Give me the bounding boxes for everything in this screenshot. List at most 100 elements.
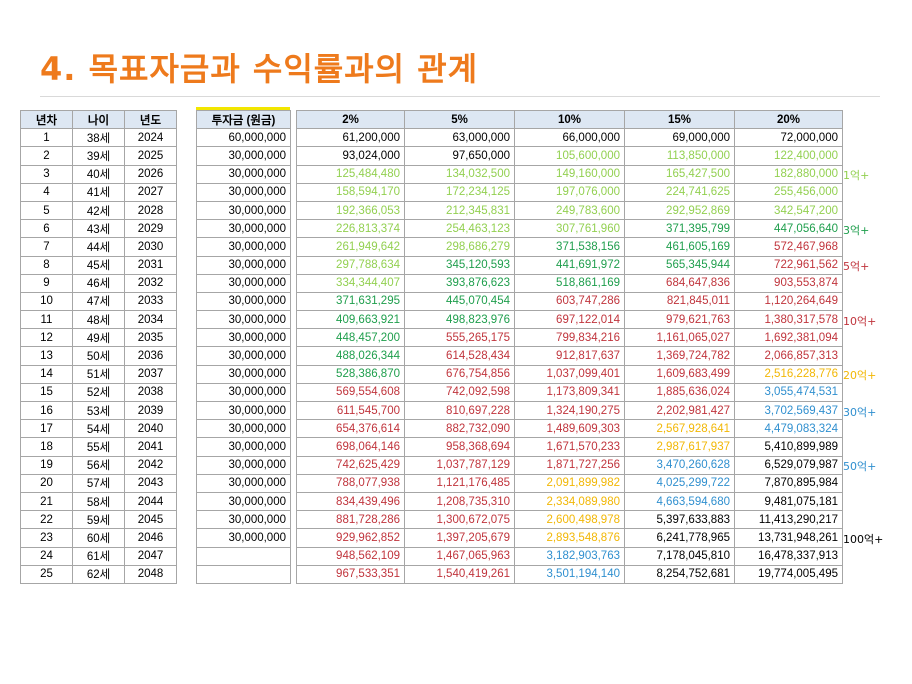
return-cell: 192,366,053 [296,200,405,221]
year-cell: 39세 [72,146,125,166]
return-cell: 569,554,608 [296,382,405,403]
table-row: 742,625,429 1,037,787,129 1,871,727,256 3,4… [296,455,843,475]
invest-cell: 30,000,000 [196,400,291,421]
year-cell: 42세 [72,200,125,221]
return-cell: 1,037,099,401 [514,364,625,384]
table-row: 30,000,000 [196,291,291,312]
year-cell: 55세 [72,437,125,457]
invest-cell: 30,000,000 [196,291,291,312]
return-cell: 1,397,205,679 [404,528,515,548]
return-cell: 445,070,454 [404,291,515,312]
return-cell: 903,553,874 [734,273,843,293]
return-cell: 2,600,498,978 [514,510,625,530]
table-row: 528,386,870 676,754,856 1,037,099,401 1,609… [296,364,843,384]
return-cell: 447,056,640 [734,219,843,239]
return-cell: 11,413,290,217 [734,510,843,530]
return-cell: 698,064,146 [296,437,405,457]
table-row [196,564,291,584]
table-row: 788,077,938 1,121,176,485 2,091,899,982 4,0… [296,473,843,493]
invest-table-body: 60,000,000 30,000,000 30,000,000 30,000,000… [196,128,291,584]
invest-cell: 30,000,000 [196,182,291,202]
year-cell: 5 [20,200,73,221]
return-cell: 555,265,175 [404,328,515,348]
return-cell: 1,871,727,256 [514,455,625,475]
table-row: 30,000,000 [196,364,291,384]
milestone-note: 3억+ [843,223,870,237]
return-cell: 1,692,381,094 [734,328,843,348]
table-row: 25 62세 2048 [20,564,177,584]
return-cell: 97,650,000 [404,146,515,166]
return-cell: 165,427,500 [624,164,735,184]
year-table-body: 1 38세 2024 2 39세 2025 3 40세 2026 4 41세 2027 5 42세 2028… [20,128,177,584]
table-row: 17 54세 2040 [20,419,177,439]
table-row: 6 43세 2029 [20,219,177,239]
return-cell: 1,489,609,303 [514,419,625,439]
table-row: 61,200,000 63,000,000 66,000,000 69,000,000… [296,128,843,148]
year-cell: 57세 [72,473,125,493]
table-row: 1 38세 2024 [20,128,177,148]
return-cell: 3,182,903,763 [514,546,625,566]
table-row: 569,554,608 742,092,598 1,173,809,341 1,885… [296,382,843,403]
return-cell: 611,545,700 [296,400,405,421]
table-row: 192,366,053 212,345,831 249,783,600 292,952… [296,200,843,221]
return-cell: 307,761,960 [514,219,625,239]
table-row: 2 39세 2025 [20,146,177,166]
table-row: 9 46세 2032 [20,273,177,293]
invest-cell [196,564,291,584]
table-row: 30,000,000 [196,473,291,493]
table-row: 16 53세 2039 [20,400,177,421]
return-cell: 172,234,125 [404,182,515,202]
year-header-cell: 년차 [20,109,73,130]
table-row: 30,000,000 [196,400,291,421]
return-cell: 1,300,672,075 [404,510,515,530]
return-cell: 5,410,899,989 [734,437,843,457]
table-row: 18 55세 2041 [20,437,177,457]
return-cell: 1,540,419,261 [404,564,515,584]
year-cell: 40세 [72,164,125,184]
year-table: 년차 나이 년도 1 38세 2024 2 39세 2025 3 40세 2026 4 41세 2027 5… [20,109,177,584]
invest-cell: 30,000,000 [196,164,291,184]
return-cell: 742,625,429 [296,455,405,475]
year-cell: 2024 [124,128,177,148]
year-cell: 2 [20,146,73,166]
table-row: 834,439,496 1,208,735,310 2,334,089,980 4,6… [296,491,843,512]
return-cell: 254,463,123 [404,219,515,239]
year-cell: 62세 [72,564,125,584]
return-cell: 488,026,344 [296,346,405,366]
return-cell: 2,893,548,876 [514,528,625,548]
year-cell: 2038 [124,382,177,403]
table-row: 30,000,000 [196,382,291,403]
table-row: 158,594,170 172,234,125 197,076,000 224,741… [296,182,843,202]
return-cell: 881,728,286 [296,510,405,530]
year-cell: 44세 [72,237,125,257]
table-row: 30,000,000 [196,255,291,275]
table-row: 30,000,000 [196,328,291,348]
return-cell: 882,732,090 [404,419,515,439]
table-row: 654,376,614 882,732,090 1,489,609,303 2,567… [296,419,843,439]
return-cell: 1,380,317,578 [734,310,843,330]
return-cell: 697,122,014 [514,310,625,330]
return-cell: 345,120,593 [404,255,515,275]
returns-table-body: 61,200,000 63,000,000 66,000,000 69,000,000… [296,128,843,584]
return-cell: 255,456,000 [734,182,843,202]
return-cell: 125,484,480 [296,164,405,184]
year-cell: 43세 [72,219,125,239]
year-cell: 2046 [124,528,177,548]
invest-cell: 30,000,000 [196,273,291,293]
table-row: 929,962,852 1,397,205,679 2,893,548,876 6,2… [296,528,843,548]
milestone-note: 50억+ [843,460,877,474]
invest-cell: 60,000,000 [196,128,291,148]
year-cell: 52세 [72,382,125,403]
table-row: 24 61세 2047 [20,546,177,566]
return-cell: 105,600,000 [514,146,625,166]
table-row: 30,000,000 [196,510,291,530]
table-row: 488,026,344 614,528,434 912,817,637 1,369,7… [296,346,843,366]
invest-cell: 30,000,000 [196,364,291,384]
return-cell: 1,324,190,275 [514,400,625,421]
rate-header-cell: 20% [734,109,843,130]
year-cell: 2037 [124,364,177,384]
year-cell: 9 [20,273,73,293]
return-cell: 2,334,089,980 [514,491,625,512]
return-cell: 224,741,625 [624,182,735,202]
return-cell: 1,037,787,129 [404,455,515,475]
